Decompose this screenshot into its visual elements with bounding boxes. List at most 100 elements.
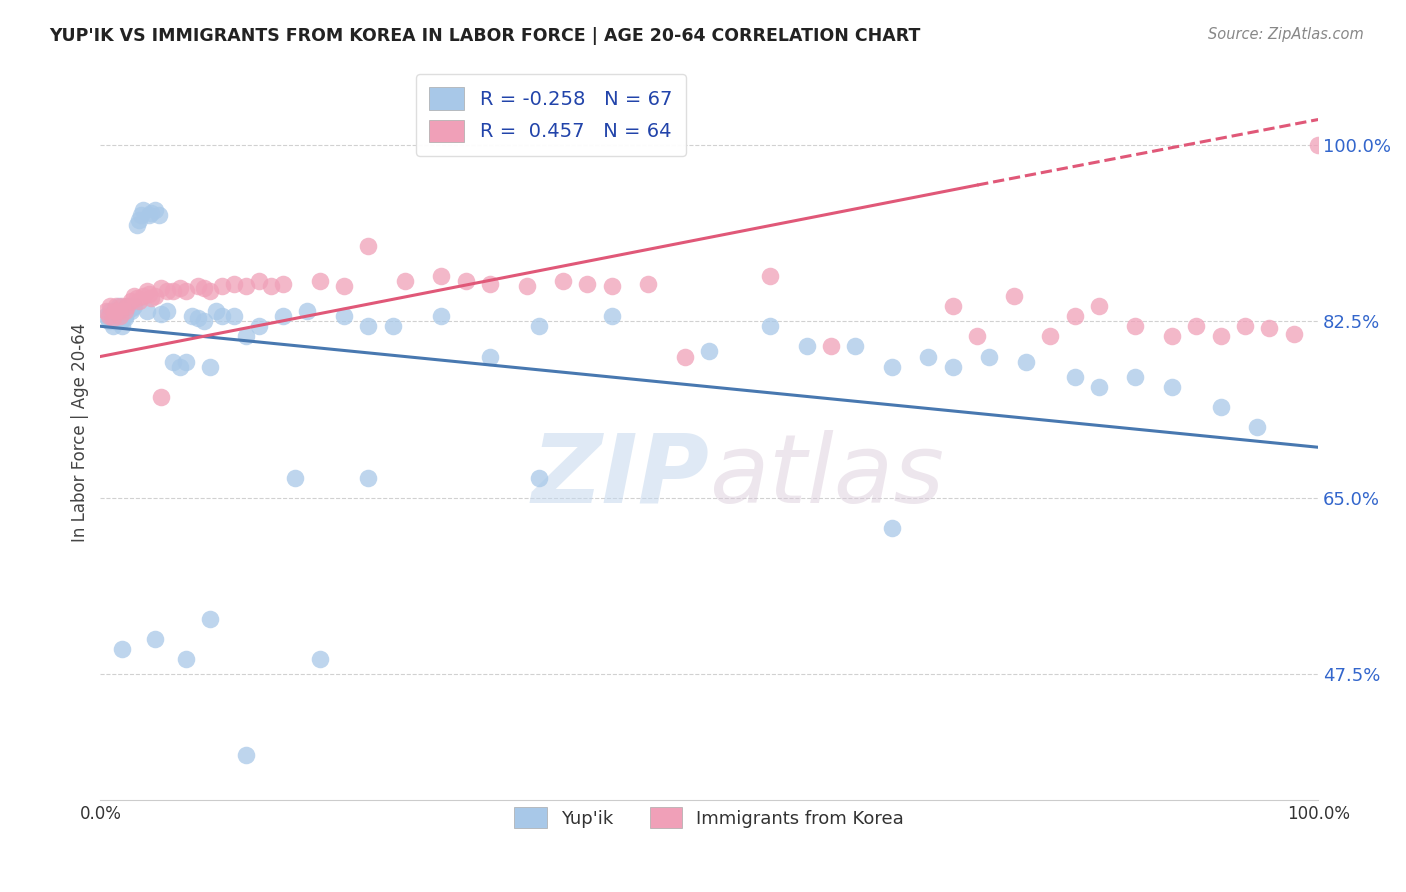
Point xyxy=(454,274,477,288)
Point xyxy=(308,274,330,288)
Point xyxy=(224,277,246,291)
Point xyxy=(132,203,155,218)
Point xyxy=(1258,321,1281,335)
Point xyxy=(101,311,124,326)
Point xyxy=(271,277,294,291)
Point xyxy=(205,304,228,318)
Legend: Yup'ik, Immigrants from Korea: Yup'ik, Immigrants from Korea xyxy=(508,800,911,836)
Point xyxy=(187,279,209,293)
Point xyxy=(917,350,939,364)
Point xyxy=(1161,329,1184,343)
Point xyxy=(527,319,550,334)
Point xyxy=(124,289,146,303)
Point xyxy=(104,314,127,328)
Point xyxy=(111,299,134,313)
Point xyxy=(1039,329,1062,343)
Point xyxy=(114,304,136,318)
Point xyxy=(111,319,134,334)
Point xyxy=(114,311,136,326)
Point xyxy=(357,319,380,334)
Point xyxy=(1002,289,1025,303)
Y-axis label: In Labor Force | Age 20-64: In Labor Force | Age 20-64 xyxy=(72,323,89,541)
Point xyxy=(128,293,150,308)
Point xyxy=(796,339,818,353)
Point xyxy=(169,281,191,295)
Point xyxy=(97,309,120,323)
Point xyxy=(333,279,356,293)
Point xyxy=(138,287,160,301)
Point xyxy=(114,309,136,323)
Point xyxy=(1209,329,1232,343)
Point xyxy=(135,284,157,298)
Point xyxy=(107,304,129,318)
Point xyxy=(1246,420,1268,434)
Point xyxy=(115,299,138,313)
Point xyxy=(1185,319,1208,334)
Point xyxy=(198,359,221,374)
Point xyxy=(193,281,215,295)
Point xyxy=(260,279,283,293)
Point xyxy=(108,307,131,321)
Point xyxy=(271,309,294,323)
Point xyxy=(1161,380,1184,394)
Point xyxy=(128,213,150,227)
Text: ZIP: ZIP xyxy=(531,430,709,523)
Point xyxy=(880,521,903,535)
Point xyxy=(101,319,124,334)
Point xyxy=(1125,369,1147,384)
Point xyxy=(150,390,173,404)
Point xyxy=(576,277,599,291)
Point xyxy=(129,208,152,222)
Point xyxy=(381,319,404,334)
Point xyxy=(211,279,233,293)
Text: atlas: atlas xyxy=(709,430,945,523)
Point xyxy=(357,238,380,252)
Text: YUP'IK VS IMMIGRANTS FROM KOREA IN LABOR FORCE | AGE 20-64 CORRELATION CHART: YUP'IK VS IMMIGRANTS FROM KOREA IN LABOR… xyxy=(49,27,921,45)
Point xyxy=(942,359,965,374)
Point xyxy=(600,309,623,323)
Point xyxy=(516,279,538,293)
Point xyxy=(966,329,988,343)
Point xyxy=(1088,380,1111,394)
Point xyxy=(143,289,166,303)
Point xyxy=(111,642,134,657)
Point xyxy=(96,304,118,318)
Point xyxy=(247,274,270,288)
Point xyxy=(1234,319,1257,334)
Point xyxy=(148,208,170,222)
Point xyxy=(394,274,416,288)
Point xyxy=(224,309,246,323)
Point xyxy=(103,309,125,323)
Point xyxy=(198,284,221,298)
Point xyxy=(143,632,166,646)
Point xyxy=(132,289,155,303)
Point xyxy=(284,470,307,484)
Point xyxy=(98,299,121,313)
Point xyxy=(112,304,135,318)
Point xyxy=(193,314,215,328)
Point xyxy=(143,203,166,218)
Text: Source: ZipAtlas.com: Source: ZipAtlas.com xyxy=(1208,27,1364,42)
Point xyxy=(141,291,163,305)
Point xyxy=(156,284,179,298)
Point xyxy=(121,301,143,315)
Point xyxy=(174,284,197,298)
Point xyxy=(1063,309,1085,323)
Point xyxy=(125,219,148,233)
Point xyxy=(174,354,197,368)
Point xyxy=(150,307,173,321)
Point xyxy=(107,299,129,313)
Point xyxy=(169,359,191,374)
Point xyxy=(115,304,138,318)
Point xyxy=(235,279,257,293)
Point xyxy=(135,304,157,318)
Point xyxy=(1088,299,1111,313)
Point xyxy=(125,291,148,305)
Point xyxy=(333,309,356,323)
Point xyxy=(98,304,121,318)
Point xyxy=(942,299,965,313)
Point xyxy=(308,652,330,666)
Point xyxy=(697,344,720,359)
Point xyxy=(979,350,1001,364)
Point xyxy=(120,293,142,308)
